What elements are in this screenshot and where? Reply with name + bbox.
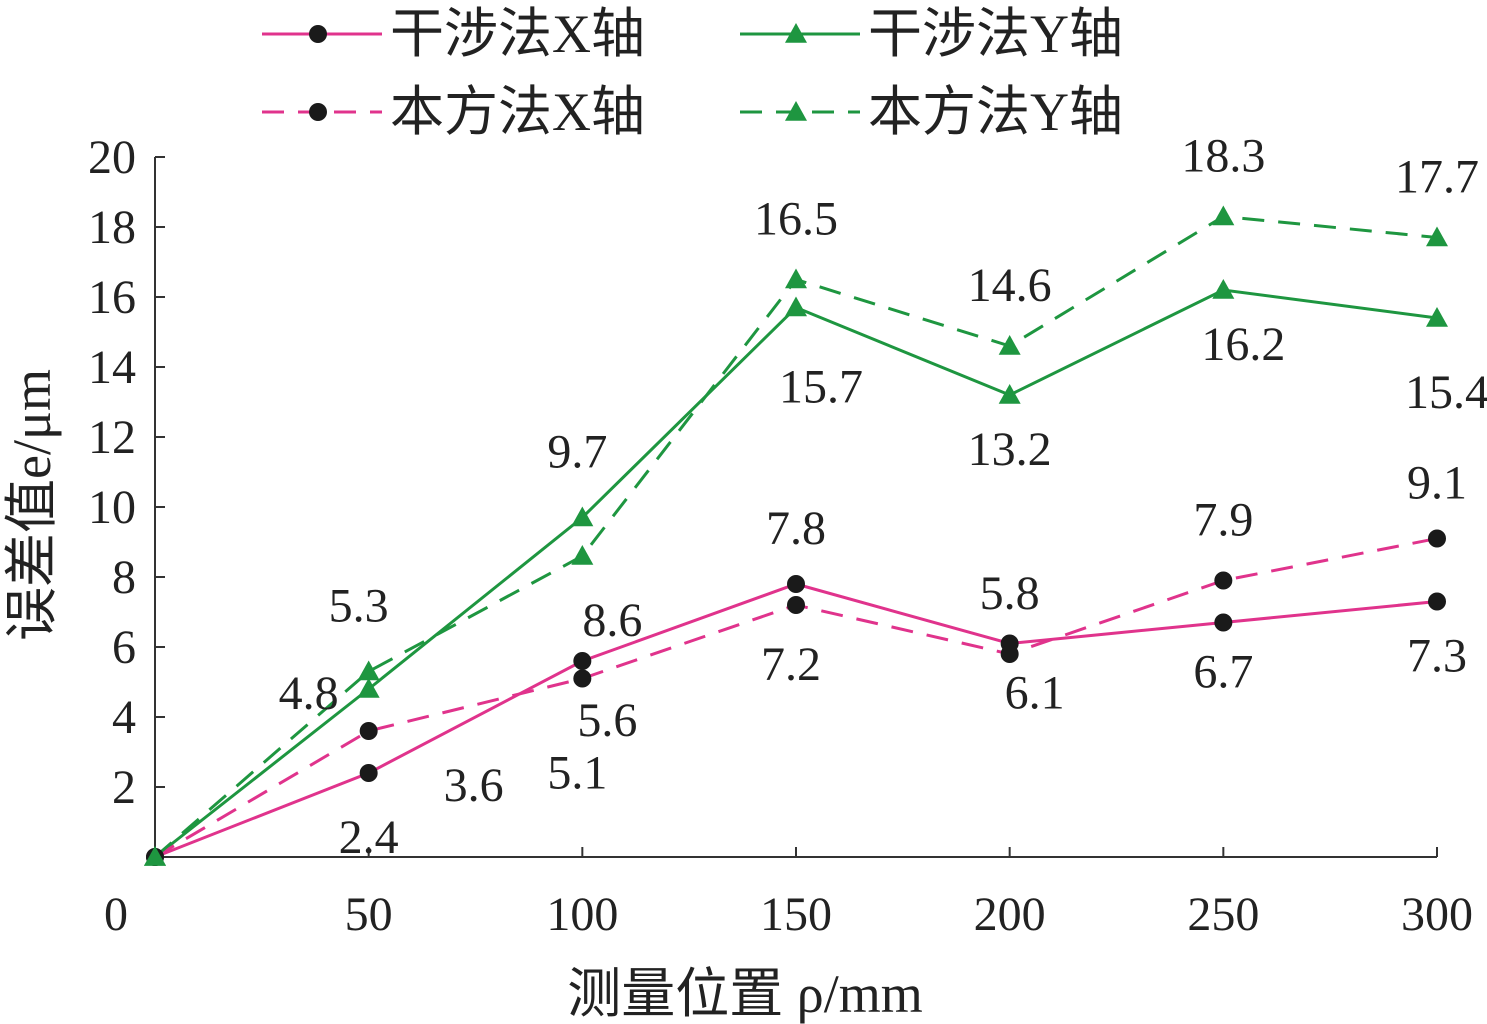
- data-label: 2.4: [339, 811, 399, 864]
- data-label: 6.7: [1193, 646, 1253, 699]
- data-label: 9.1: [1407, 457, 1467, 510]
- data-label: 5.3: [329, 580, 389, 633]
- series-0-point-1: [359, 764, 378, 782]
- y-tick-label: 14: [88, 341, 136, 394]
- series-3-point-1: [357, 660, 380, 681]
- data-label: 7.3: [1407, 630, 1467, 683]
- data-label: 5.6: [577, 694, 637, 747]
- series-2-point-2: [573, 669, 592, 688]
- legend-label-3: 本方法Y轴: [868, 82, 1123, 142]
- x-tick-label: 100: [546, 888, 618, 941]
- x-tick-label: 200: [974, 888, 1046, 941]
- data-label: 13.2: [968, 423, 1052, 476]
- series-3-point-6: [1426, 226, 1448, 247]
- data-label: 6.1: [1005, 667, 1065, 720]
- data-label: 7.9: [1193, 494, 1253, 547]
- y-tick-label: 10: [88, 481, 136, 534]
- series-0-point-5: [1214, 613, 1233, 632]
- series-markers: [144, 205, 1448, 866]
- legend-marker-0: [309, 25, 327, 43]
- data-label: 4.8: [279, 667, 339, 720]
- series-2-point-4: [1000, 645, 1019, 663]
- y-tick-label: 20: [88, 131, 136, 184]
- axes: 0 50 100 150 200 250 300 2 4 6 8 10 12 14 16 18 20: [88, 131, 1473, 941]
- data-label: 7.2: [761, 638, 821, 691]
- y-tick-label: 18: [88, 201, 136, 254]
- x-tick-label: 0: [104, 888, 128, 941]
- series-3-point-2: [571, 545, 594, 565]
- y-tick-label: 16: [88, 271, 136, 324]
- data-label: 15.4: [1405, 366, 1487, 419]
- data-label: 18.3: [1181, 130, 1265, 183]
- series-0-point-6: [1428, 592, 1446, 611]
- x-axis-title: 测量位置 ρ/mm: [567, 964, 922, 1024]
- series-1-point-1: [357, 678, 380, 698]
- data-label: 9.7: [547, 426, 607, 479]
- y-tick-label: 4: [112, 691, 136, 744]
- legend-marker-2: [309, 103, 327, 121]
- x-tick-label: 50: [345, 888, 393, 941]
- series-2-point-5: [1214, 571, 1233, 590]
- series-1-point-2: [571, 506, 594, 527]
- data-label: 8.6: [582, 594, 642, 647]
- series-1-point-3: [785, 296, 807, 317]
- x-tick-label: 150: [760, 888, 832, 941]
- data-labels: 2.4 5.6 7.8 6.1 6.7 7.3 4.8 9.7 15.7 13.2 16.2 15.4…: [279, 130, 1487, 865]
- series-0-point-3: [787, 575, 805, 593]
- series-3-point-5: [1212, 205, 1235, 226]
- series-0-point-2: [573, 652, 592, 670]
- legend-label-2: 本方法X轴: [390, 82, 645, 142]
- series-3-point-3: [785, 268, 807, 289]
- data-label: 5.1: [547, 747, 607, 800]
- series-3-point-4: [998, 335, 1021, 355]
- data-label: 15.7: [779, 361, 863, 414]
- series-1-point-4: [998, 384, 1021, 404]
- data-label: 16.5: [754, 193, 838, 246]
- legend-label-0: 干涉法X轴: [390, 4, 645, 64]
- data-label: 7.8: [766, 502, 826, 555]
- x-tick-label: 250: [1187, 888, 1259, 941]
- y-tick-label: 6: [112, 621, 136, 674]
- legend-label-1: 干涉法Y轴: [868, 4, 1123, 64]
- series-2-point-1: [359, 722, 378, 740]
- legend-marker-3: [785, 101, 807, 121]
- data-label: 14.6: [968, 259, 1052, 312]
- series-3-point-0: [144, 846, 166, 866]
- y-tick-label: 12: [88, 411, 136, 464]
- series-2-point-6: [1428, 529, 1446, 548]
- data-label: 17.7: [1395, 151, 1479, 204]
- data-label: 3.6: [444, 759, 504, 812]
- series-2-point-3: [787, 596, 805, 614]
- data-label: 5.8: [980, 567, 1040, 620]
- y-axis-title: 误差值e/μm: [2, 369, 62, 641]
- data-label: 16.2: [1201, 318, 1285, 371]
- legend-marker-1: [785, 23, 807, 43]
- y-tick-label: 2: [112, 761, 136, 814]
- series-1-point-5: [1212, 279, 1235, 299]
- series-1-point-6: [1426, 307, 1448, 327]
- y-tick-label: 8: [112, 551, 136, 604]
- x-tick-label: 300: [1401, 888, 1473, 941]
